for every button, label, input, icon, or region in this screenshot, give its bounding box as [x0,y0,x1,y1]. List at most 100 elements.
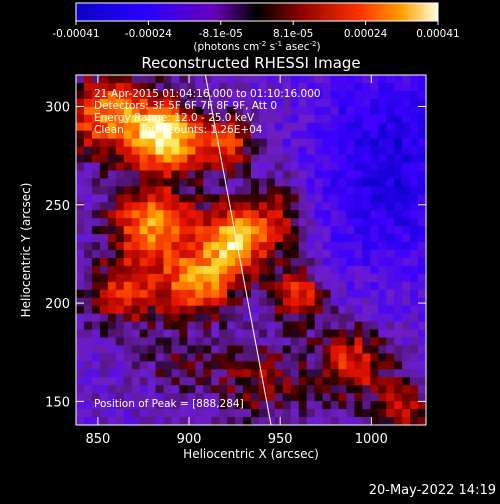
heatmap-cell [362,321,371,331]
heatmap-cell [235,146,244,156]
heatmap-cell [314,377,324,386]
heatmap-cell [195,194,204,203]
heatmap-cell [346,273,355,283]
heatmap-cell [314,305,324,315]
peak-position-label: Position of Peak = [888,284] [94,398,244,410]
heatmap-cell [147,417,157,425]
heatmap-cell [123,289,133,299]
heatmap-cell [187,305,196,315]
heatmap-cell [219,162,228,172]
heatmap-cell [410,417,419,425]
heatmap-cell [203,234,212,243]
heatmap-cell [418,265,426,275]
heatmap-cell [362,353,371,362]
heatmap-cell [163,226,173,235]
heatmap-cell [99,313,109,323]
heatmap-cell [76,106,85,116]
heatmap-cell [410,265,419,275]
heatmap-cell [402,82,411,92]
heatmap-cell [282,82,292,92]
heatmap-cell [370,281,379,291]
heatmap-cell [274,313,284,323]
heatmap-cell [139,393,149,402]
heatmap-cell [235,265,244,275]
heatmap-cell [219,106,228,116]
heatmap-cell [306,289,316,299]
heatmap-cell [163,361,173,370]
heatmap-cell [386,401,395,410]
heatmap-cell [258,265,268,275]
heatmap-cell [370,178,379,187]
heatmap-cell [298,170,308,179]
heatmap-cell [107,305,117,315]
heatmap-cell [195,122,204,132]
heatmap-cell [163,218,173,227]
heatmap-cell [187,401,196,410]
heatmap-cell [362,130,371,140]
heatmap-cell [107,98,117,108]
heatmap-cell [76,75,85,84]
heatmap-cell [338,305,348,315]
heatmap-cell [394,393,403,402]
heatmap-cell [227,162,236,172]
heatmap-cell [155,265,165,275]
heatmap-cell [290,377,300,386]
heatmap-cell [99,114,109,124]
heatmap-cell [83,353,93,362]
heatmap-cell [370,345,379,354]
heatmap-cell [123,281,133,291]
heatmap-cell [282,250,292,259]
heatmap-cell [219,305,228,315]
heatmap-cell [266,90,276,100]
heatmap-cell [346,361,355,370]
heatmap-cell [298,178,308,187]
heatmap-cell [99,257,109,267]
heatmap-cell [187,273,196,283]
heatmap-cell [211,353,220,362]
heatmap-cell [338,75,348,84]
heatmap-cell [219,226,228,235]
heatmap-cell [123,257,133,267]
heatmap-cell [99,273,109,283]
heatmap-cell [346,385,355,394]
heatmap-cell [298,106,308,116]
heatmap-cell [83,337,93,347]
heatmap-cell [195,281,204,291]
heatmap-cell [402,75,411,84]
heatmap-cell [195,154,204,164]
heatmap-cell [418,250,426,259]
heatmap-cell [195,130,204,140]
plot-frame [75,74,427,426]
heatmap-cell [195,210,204,219]
heatmap-cell [83,186,93,195]
heatmap-cell [171,114,180,124]
heatmap-cell [219,90,228,100]
heatmap-cell [298,417,308,425]
heatmap-cell [219,265,228,275]
heatmap-cell [155,218,165,227]
heatmap-cell [179,202,188,211]
heatmap-cell [219,353,228,362]
heatmap-cell [298,345,308,354]
heatmap-cell [330,337,340,347]
heatmap-cell [76,377,85,386]
heatmap-cell [83,234,93,243]
heatmap-cell [386,369,395,378]
heatmap-cell [346,162,355,172]
heatmap-cell [235,170,244,179]
heatmap-cell [290,130,300,140]
heatmap-cell [187,178,196,187]
heatmap-cell [131,138,141,148]
solar-limb-line [204,75,272,425]
x-tick-label: 950 [268,432,293,447]
heatmap-cell [243,138,252,148]
heatmap-cell [418,337,426,347]
heatmap-cell [394,401,403,410]
heatmap-cell [91,170,101,179]
heatmap-cell [354,226,363,235]
heatmap-cell [410,138,419,148]
heatmap-cell [91,313,101,323]
heatmap-cell [378,401,387,410]
heatmap-cell [306,218,316,227]
